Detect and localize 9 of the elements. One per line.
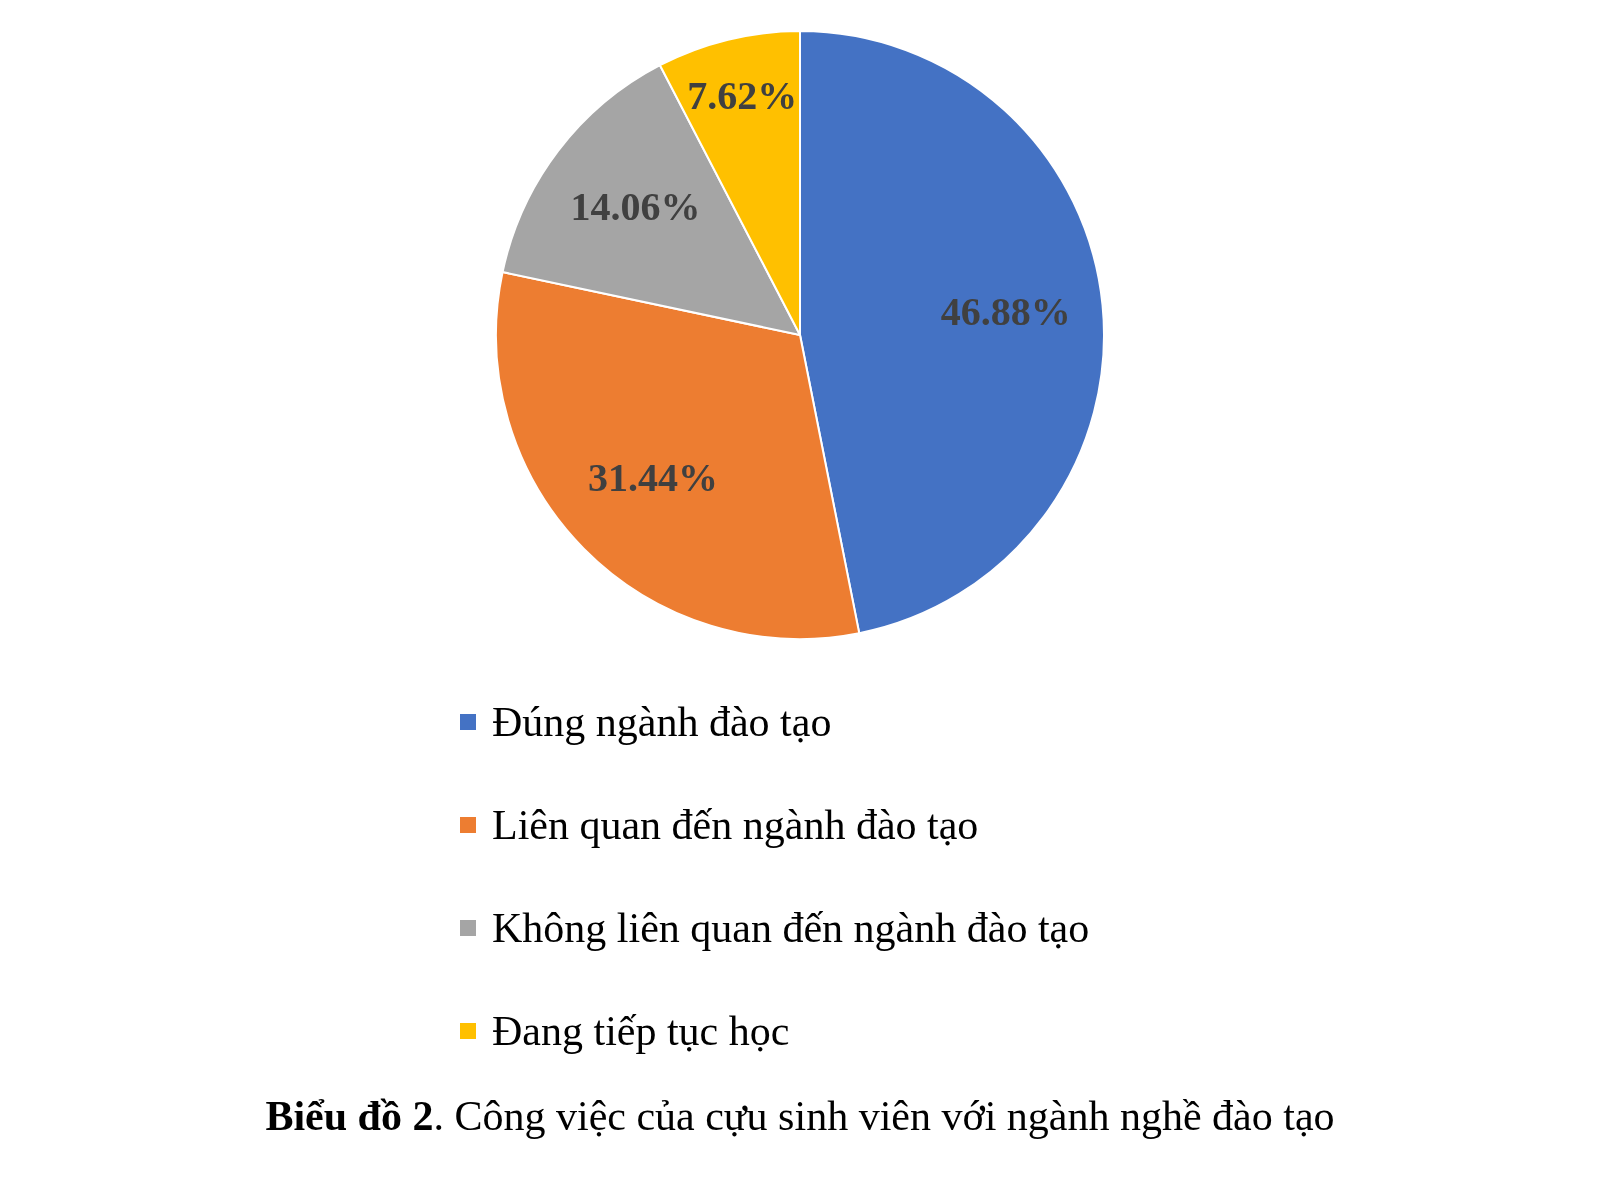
legend-label: Đang tiếp tục học bbox=[492, 1006, 790, 1055]
data-label: 7.62% bbox=[687, 73, 798, 119]
data-label: 46.88% bbox=[940, 289, 1071, 335]
legend-label: Không liên quan đến ngành đào tạo bbox=[492, 903, 1090, 952]
data-label: 31.44% bbox=[587, 454, 718, 500]
text: Biểu đồ 2. Công việc của cựu sinh viên với ngành nghề đào tạo bbox=[264, 1092, 1336, 1140]
data-label: 14.06% bbox=[570, 184, 701, 230]
legend-label: Liên quan đến ngành đào tạo bbox=[492, 800, 979, 849]
legend-label: Đúng ngành đào tạo bbox=[492, 697, 832, 746]
